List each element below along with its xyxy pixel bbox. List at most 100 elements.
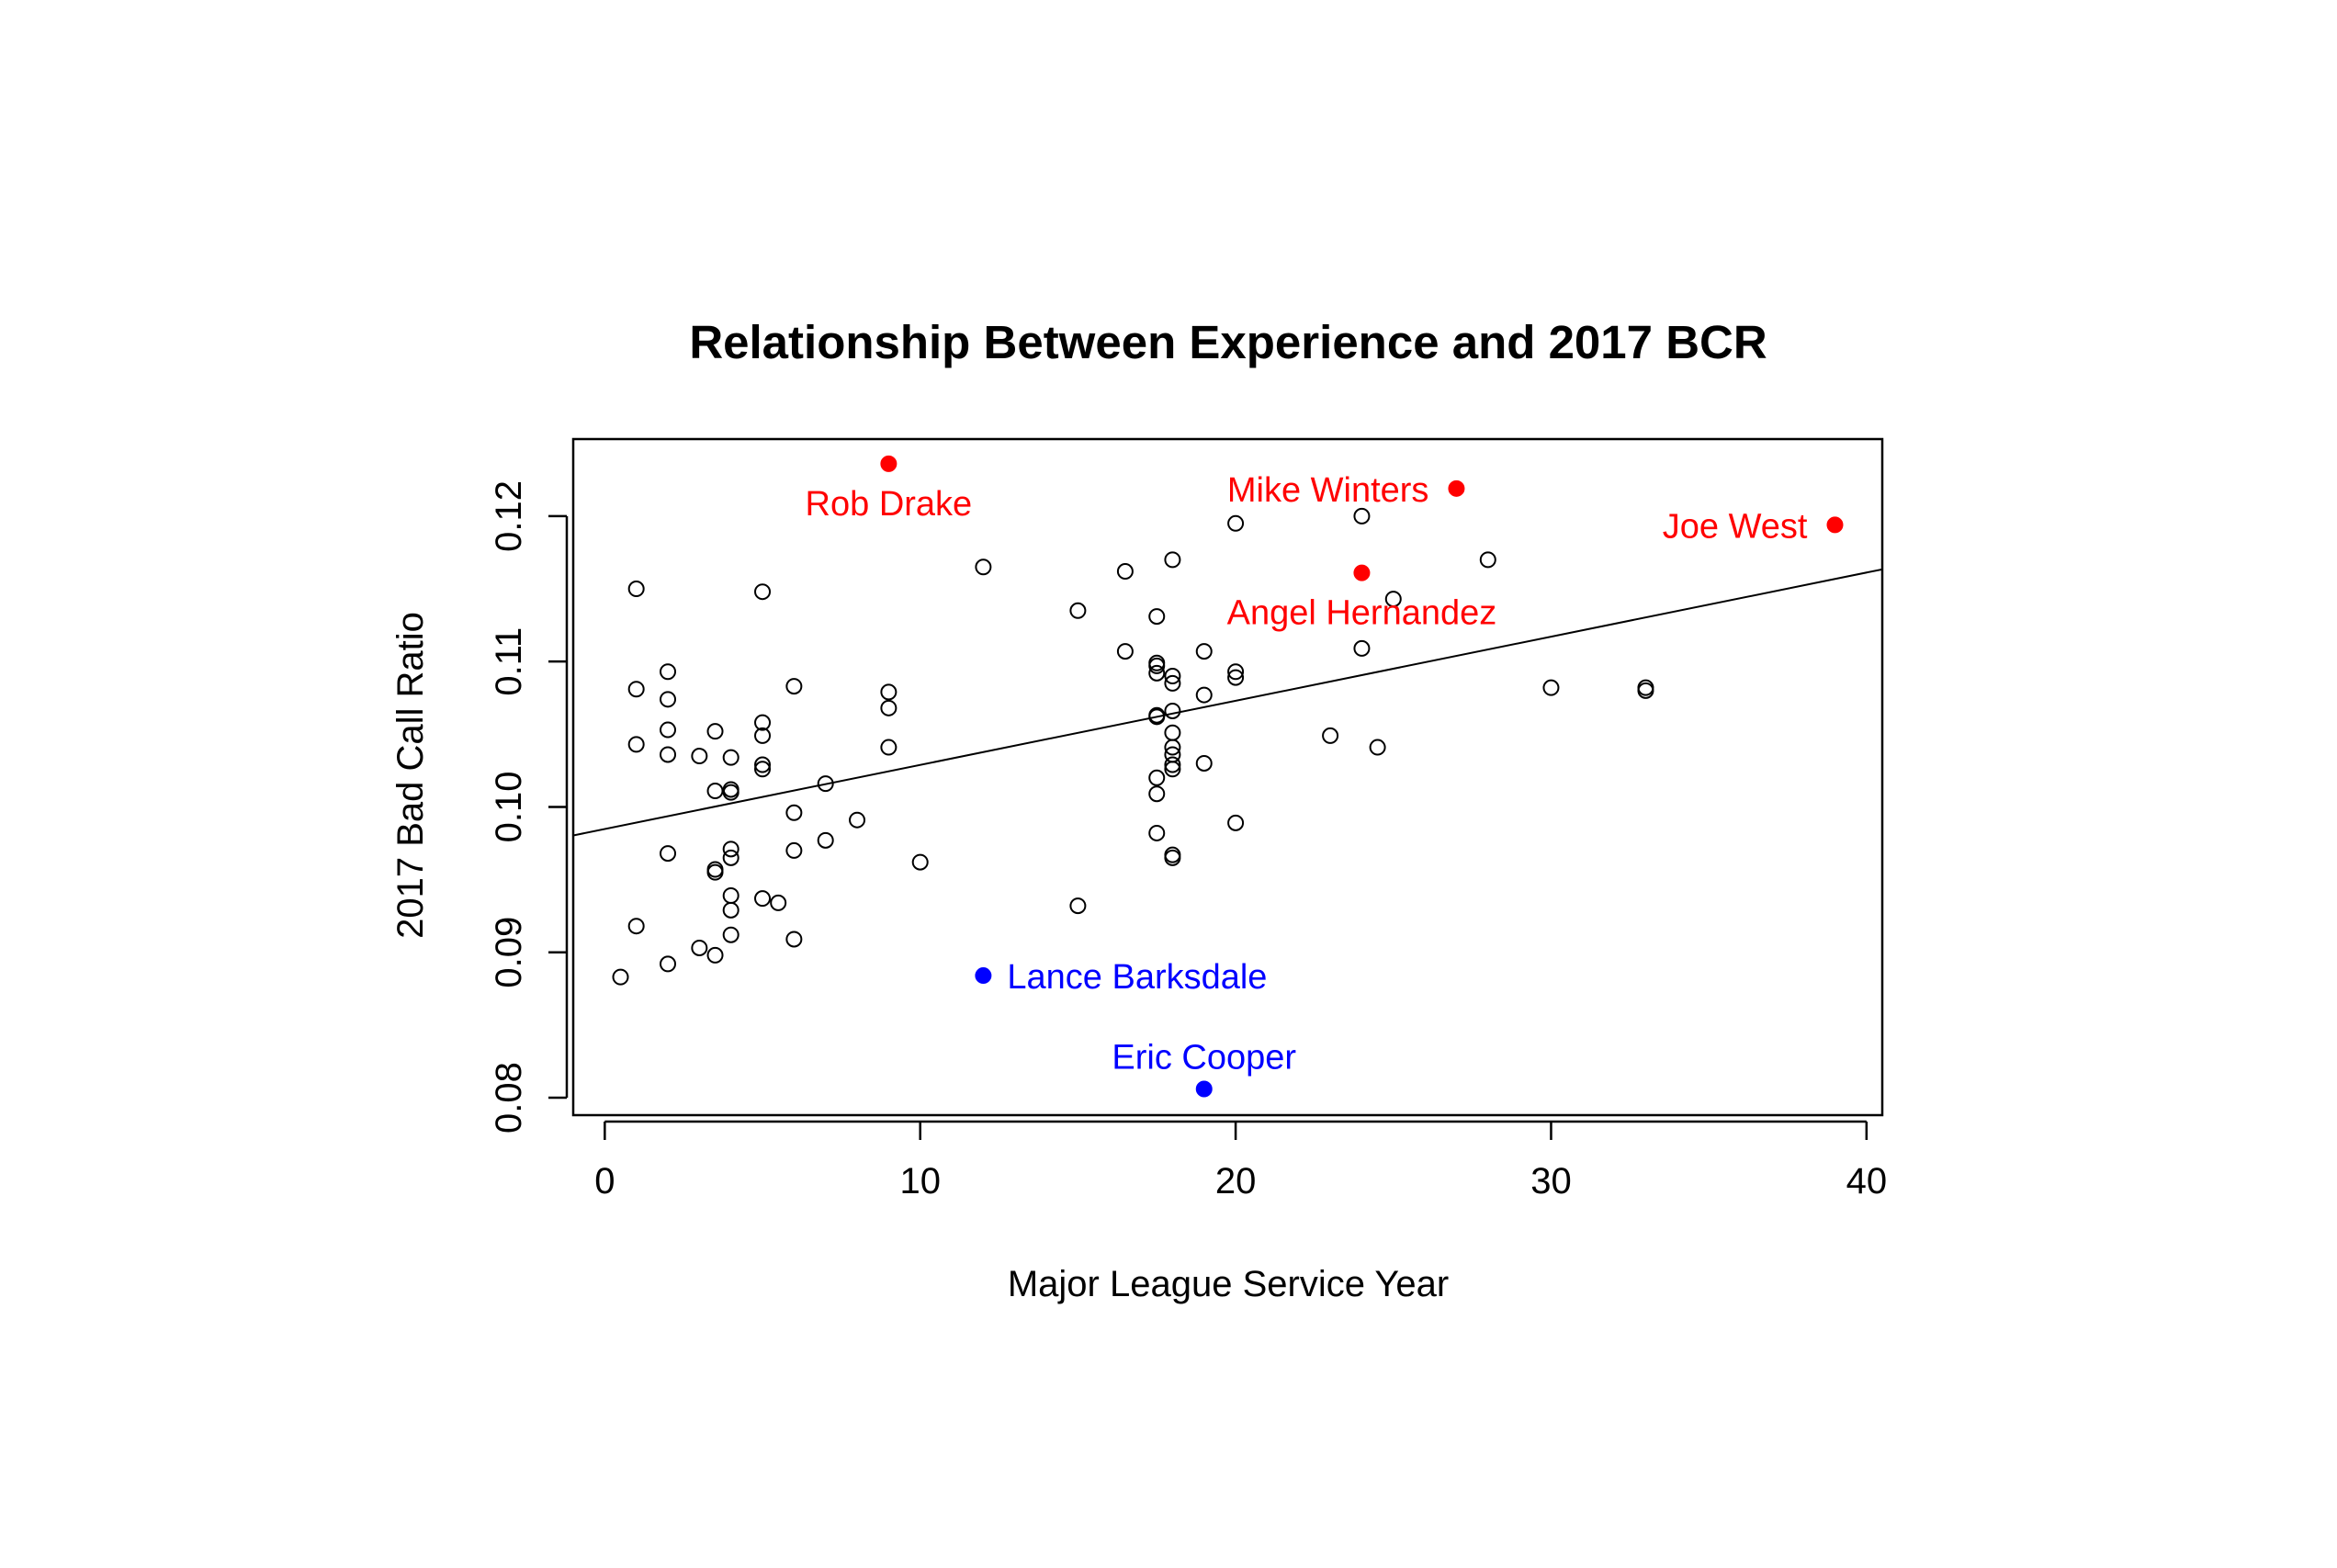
- plot-frame: [571, 437, 1884, 1117]
- data-point: [880, 699, 898, 716]
- data-point: [1195, 686, 1213, 704]
- data-point: [722, 901, 739, 919]
- data-point: [660, 845, 677, 863]
- data-point: [627, 581, 645, 598]
- y-tick-label: 0.12: [489, 480, 529, 552]
- data-point: [722, 926, 739, 943]
- data-point: [1148, 769, 1166, 786]
- data-point: [612, 968, 629, 986]
- highlighted-point-label: Lance Barksdale: [1007, 958, 1267, 997]
- data-point: [754, 890, 772, 908]
- data-point: [754, 714, 772, 731]
- highlighted-point-label: Joe West: [1663, 507, 1808, 546]
- data-point: [1164, 674, 1181, 692]
- data-point: [1164, 761, 1181, 778]
- data-point: [1353, 507, 1371, 525]
- x-tick-label: 30: [1530, 1161, 1572, 1201]
- data-point: [785, 931, 803, 948]
- data-point: [627, 736, 645, 753]
- highlighted-point: [975, 967, 992, 985]
- data-point: [660, 721, 677, 739]
- data-point: [1069, 602, 1087, 619]
- data-point: [1195, 754, 1213, 772]
- data-point: [1195, 643, 1213, 660]
- data-point: [660, 663, 677, 681]
- data-point: [975, 558, 992, 576]
- data-point: [706, 783, 724, 800]
- data-point: [1164, 756, 1181, 773]
- highlighted-point: [1448, 479, 1465, 497]
- data-point: [1116, 563, 1134, 581]
- data-point: [706, 863, 724, 881]
- data-point: [722, 749, 739, 766]
- data-point: [754, 761, 772, 778]
- data-point: [1148, 708, 1166, 726]
- data-point: [660, 955, 677, 973]
- data-point: [1384, 591, 1402, 608]
- x-tick-label: 0: [594, 1161, 615, 1201]
- data-point: [1369, 739, 1386, 756]
- highlighted-point: [1826, 516, 1844, 534]
- x-tick-label: 10: [899, 1161, 941, 1201]
- data-point: [1542, 679, 1560, 696]
- data-point: [1164, 849, 1181, 866]
- y-axis-label: 2017 Bad Call Ratio: [390, 612, 431, 939]
- highlighted-point: [880, 455, 898, 472]
- data-point: [754, 756, 772, 773]
- highlighted-point: [1195, 1080, 1213, 1098]
- data-point: [1069, 897, 1087, 915]
- data-point: [706, 723, 724, 740]
- regression-line: [573, 568, 1882, 837]
- data-point: [785, 678, 803, 695]
- data-point: [1227, 514, 1245, 532]
- data-point: [1148, 608, 1166, 626]
- x-tick-label: 40: [1846, 1161, 1888, 1201]
- data-point: [722, 840, 739, 858]
- data-point: [706, 946, 724, 964]
- data-point: [1164, 551, 1181, 569]
- x-tick-label: 20: [1215, 1161, 1257, 1201]
- plot-area: 0 10 20 30 40 0.08 0.09 0.10 0.11 0.12 Rob Drake Mi…: [489, 437, 1888, 1201]
- data-point: [1148, 824, 1166, 841]
- data-point: [1148, 664, 1166, 682]
- highlighted-point-label: Eric Cooper: [1112, 1039, 1296, 1077]
- data-point: [754, 583, 772, 601]
- y-tick-label: 0.08: [489, 1062, 529, 1134]
- data-point: [911, 853, 929, 871]
- data-point: [1353, 639, 1371, 657]
- data-point: [1164, 739, 1181, 756]
- y-tick-label: 0.11: [489, 627, 529, 696]
- data-point: [1148, 657, 1166, 674]
- y-tick-label: 0.09: [489, 917, 529, 988]
- data-point: [722, 784, 739, 801]
- data-point: [691, 939, 708, 956]
- highlighted-point-label: Angel Hernandez: [1227, 594, 1497, 633]
- data-point: [1148, 785, 1166, 803]
- data-point: [1637, 682, 1654, 699]
- data-point: [1164, 702, 1181, 719]
- data-point: [1227, 663, 1245, 681]
- data-point: [691, 748, 708, 765]
- data-point: [627, 918, 645, 935]
- data-point: [785, 841, 803, 859]
- data-point: [849, 811, 866, 829]
- data-point: [1479, 551, 1496, 569]
- data-point: [1227, 669, 1245, 686]
- data-point: [722, 849, 739, 866]
- chart-title: Relationship Between Experience and 2017…: [689, 316, 1767, 368]
- data-point: [880, 683, 898, 701]
- data-point: [785, 804, 803, 821]
- data-point: [770, 894, 787, 911]
- data-point: [627, 681, 645, 698]
- data-point: [1322, 727, 1339, 744]
- data-point: [1227, 814, 1245, 831]
- y-tick-label: 0.10: [489, 772, 529, 843]
- data-point: [754, 727, 772, 744]
- data-point: [817, 831, 834, 849]
- data-point: [660, 746, 677, 763]
- data-point: [1116, 643, 1134, 660]
- highlighted-point-label: Rob Drake: [806, 485, 973, 524]
